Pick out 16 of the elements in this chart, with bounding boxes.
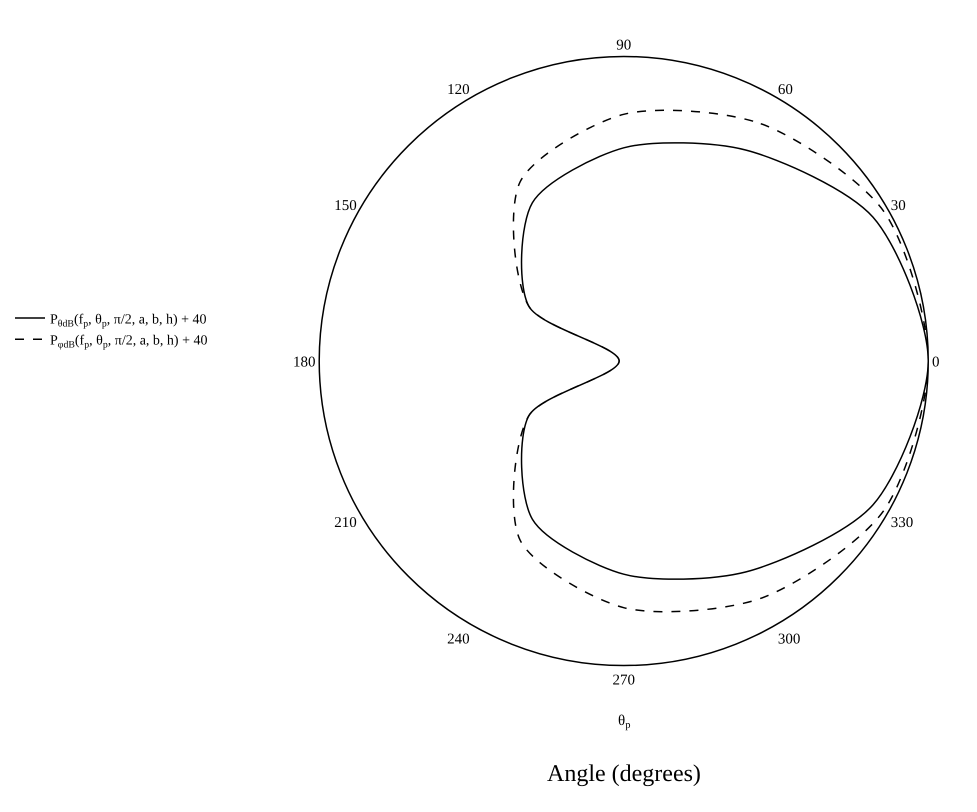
text: Angle (degrees) [547,761,701,787]
spoke-label: 240 [447,632,470,648]
spoke-label: 30 [890,198,906,214]
spoke-label: 210 [334,515,357,532]
legend-label: P$_{θdB}$(f$_{p}$, θ$_{p}$, π/2, a, b, h) + 40 [50,312,207,330]
spoke-label: 150 [334,198,357,214]
legend-label: P$_{φdB}$(f$_{p}$, θ$_{p}$, π/2, a, b, h) + 40 [50,334,208,351]
spoke-label: 60 [778,82,793,98]
spoke-label: 270 [612,672,635,688]
spoke-label: 180 [292,354,316,370]
spoke-label: 0 [932,354,940,370]
spoke-label: 120 [447,82,470,98]
spoke-label: 90 [616,38,632,54]
spoke-label: 330 [890,515,914,532]
text: θ$_{p}$ [618,713,630,732]
spoke-label: 300 [778,632,800,648]
